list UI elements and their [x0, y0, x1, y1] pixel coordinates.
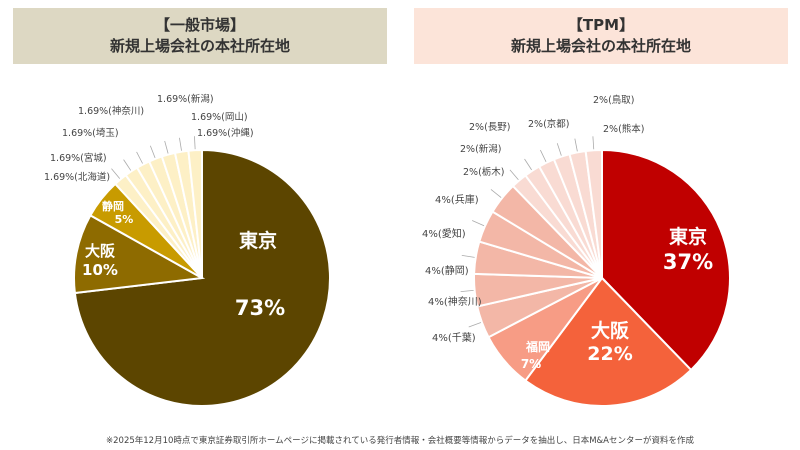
slice-label-value: 10% — [82, 261, 118, 279]
leader-line — [468, 322, 482, 328]
slice-label: 1.69%(埼玉) — [62, 128, 119, 139]
leader-line — [524, 158, 532, 171]
slice-label: 1.69%(新潟) — [157, 94, 214, 105]
chart-subtitle: 新規上場会社の本社所在地 — [510, 37, 691, 55]
chart-title: 【TPM】 — [567, 16, 635, 34]
leader-line — [461, 254, 475, 258]
slice-label: 2%(長野) — [469, 122, 511, 133]
pie-slice-大阪 — [524, 276, 693, 407]
slice-label: 4%(静岡) — [425, 266, 469, 277]
tpm-header: 【TPM】新規上場会社の本社所在地 — [414, 8, 788, 64]
leader-line — [179, 137, 182, 151]
footnote: ※2025年12月10時点で東京証券取引所ホームページに掲載されている発行者情報… — [106, 436, 694, 446]
chart-subtitle: 新規上場会社の本社所在地 — [109, 37, 290, 55]
leader-line — [574, 138, 578, 152]
slice-label: 1.69%(神奈川) — [78, 106, 145, 117]
slice-label: 2%(京都) — [528, 119, 570, 130]
slice-label-name: 大阪 — [84, 242, 116, 260]
slice-label-value: 37% — [662, 250, 714, 274]
slice-label: 4%(兵庫) — [435, 195, 479, 206]
slice-label-value: 5% — [114, 213, 134, 226]
leader-line — [111, 168, 121, 179]
pie-slice-東京 — [601, 148, 731, 372]
slice-label: 2%(栃木) — [463, 167, 505, 178]
slice-label: 4%(愛知) — [422, 229, 466, 240]
leader-line — [123, 159, 132, 171]
slice-label-name: 大阪 — [590, 320, 630, 342]
slice-label: 1.69%(沖縄) — [197, 128, 254, 139]
slice-label: 2%(鳥取) — [593, 95, 635, 106]
leader-line — [509, 169, 519, 181]
leader-line — [490, 189, 502, 198]
leader-line — [592, 136, 595, 150]
slice-label-value: 73% — [234, 296, 286, 320]
chart-title: 【一般市場】 — [154, 16, 245, 34]
leader-line — [164, 140, 169, 154]
slice-label: 4%(神奈川) — [428, 297, 482, 308]
slice-label: 1.69%(岡山) — [191, 112, 248, 123]
slice-label-name: 静岡 — [102, 200, 124, 213]
slice-label-value: 7% — [520, 357, 542, 371]
slice-label: 2%(熊本) — [603, 124, 645, 135]
slice-label-name: 東京 — [238, 230, 278, 252]
slice-label: 1.69%(北海道) — [44, 172, 111, 183]
leader-line — [194, 136, 196, 150]
general-market-header: 【一般市場】新規上場会社の本社所在地 — [13, 8, 387, 64]
leader-line — [471, 220, 485, 227]
leader-line — [556, 143, 562, 156]
pie-slice-大阪 — [73, 213, 206, 295]
leader-line — [136, 151, 143, 164]
slice-label-value: 22% — [587, 343, 633, 365]
slice-label: 1.69%(宮城) — [50, 153, 107, 164]
pie-slice-沖縄 — [187, 148, 203, 279]
slice-label: 2%(新潟) — [460, 144, 502, 155]
slice-label-name: 福岡 — [525, 340, 551, 354]
slice-label-name: 東京 — [668, 226, 708, 248]
leader-line — [149, 145, 156, 158]
leader-line — [460, 289, 474, 293]
slice-label: 4%(千葉) — [432, 333, 476, 344]
leader-line — [540, 149, 547, 162]
pie-slice-熊本 — [584, 148, 603, 279]
